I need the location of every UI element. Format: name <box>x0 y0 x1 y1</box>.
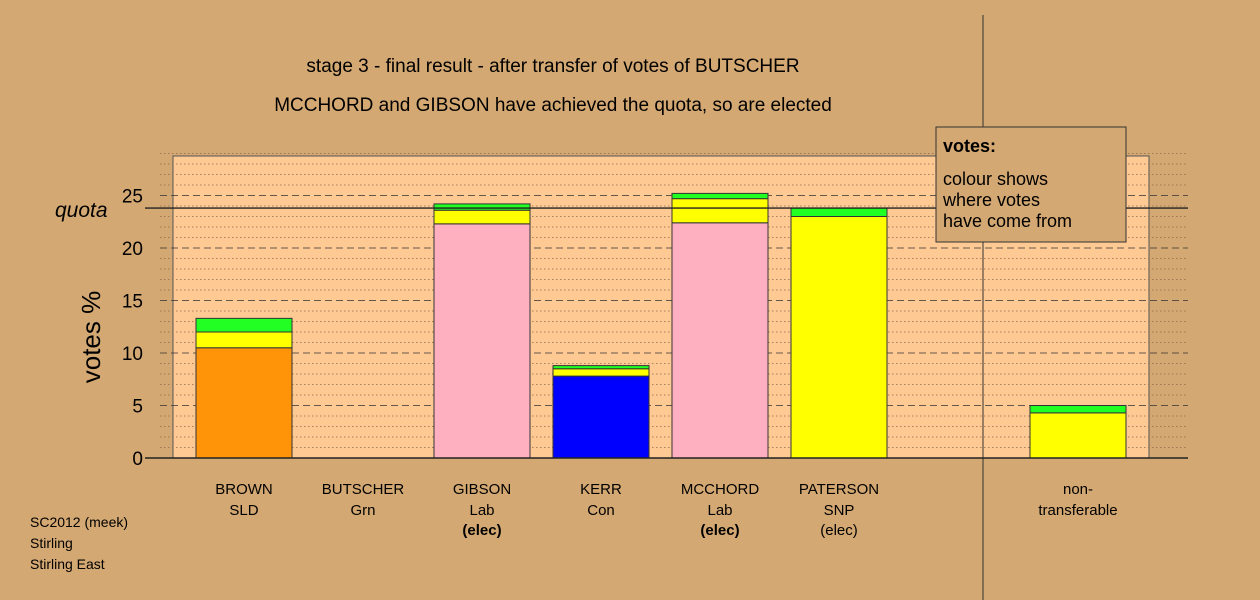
y-axis-label: votes % <box>76 291 106 384</box>
chart-subtitle: MCCHORD and GIBSON have achieved the quo… <box>274 95 832 116</box>
y-tick-label: 25 <box>122 187 143 208</box>
footer-line-1: SC2012 (meek) <box>30 514 128 530</box>
quota-label: quota <box>55 199 108 222</box>
candidate-party-label: Lab <box>469 502 494 519</box>
y-tick-label: 10 <box>122 344 143 365</box>
legend-title: votes: <box>943 136 996 156</box>
bar-segment-gibson-2 <box>433 203 531 211</box>
y-tick-label: 20 <box>122 239 143 260</box>
candidate-party-label: Con <box>587 502 615 519</box>
bar-segment-gibson-0 <box>433 223 531 459</box>
bar-segment-kerr-1 <box>552 368 650 377</box>
elected-label: (elec) <box>700 522 739 539</box>
footer-line-2: Stirling <box>30 535 73 551</box>
y-tick-label: 0 <box>132 449 143 470</box>
candidate-party-label: SLD <box>229 502 258 519</box>
candidate-party-label: Lab <box>707 502 732 519</box>
candidate-name-label: BUTSCHER <box>322 481 405 498</box>
bar-segment-nontransferable-1 <box>1029 405 1127 414</box>
nontransferable-label-1: non- <box>1063 481 1093 498</box>
elected-label: (elec) <box>462 522 501 539</box>
legend-line-3: have come from <box>943 211 1072 231</box>
candidate-party-label: Grn <box>350 502 375 519</box>
candidate-name-label: GIBSON <box>453 481 511 498</box>
bar-segment-kerr-2 <box>552 365 650 370</box>
candidate-name-label: MCCHORD <box>681 481 759 498</box>
bar-segment-kerr-0 <box>552 375 650 459</box>
legend-line-1: colour shows <box>943 169 1048 189</box>
candidate-name-label: KERR <box>580 481 622 498</box>
bar-segment-brown-0 <box>195 347 293 459</box>
bar-segment-mcchord-0 <box>671 222 769 459</box>
candidate-name-label: PATERSON <box>799 481 879 498</box>
chart-title: stage 3 - final result - after transfer … <box>306 56 799 77</box>
bar-segment-brown-1 <box>195 331 293 349</box>
nontransferable-label-2: transferable <box>1038 502 1117 519</box>
elected-label: (elec) <box>820 522 858 539</box>
bar-segment-paterson-1 <box>790 207 888 218</box>
bar-segment-gibson-1 <box>433 209 531 225</box>
category-labels: BROWN SLD BUTSCHER Grn GIBSON Lab (elec) KERR Co… <box>215 481 1117 539</box>
bar-segment-mcchord-2 <box>671 192 769 200</box>
bars <box>195 192 1127 459</box>
candidate-party-label: SNP <box>824 502 855 519</box>
legend-line-2: where votes <box>942 190 1040 210</box>
footer-line-3: Stirling East <box>30 556 105 572</box>
legend: votes: colour shows where votes have com… <box>935 126 1127 243</box>
bar-segment-nontransferable-0 <box>1029 412 1127 459</box>
candidate-name-label: BROWN <box>215 481 273 498</box>
y-tick-label: 5 <box>132 397 143 418</box>
footer: SC2012 (meek) Stirling Stirling East <box>30 514 128 572</box>
bar-segment-mcchord-1 <box>671 198 769 224</box>
legend-box <box>935 126 1127 243</box>
y-tick-label: 15 <box>122 292 143 313</box>
bar-segment-paterson-0 <box>790 216 888 459</box>
bar-segment-brown-2 <box>195 317 293 333</box>
